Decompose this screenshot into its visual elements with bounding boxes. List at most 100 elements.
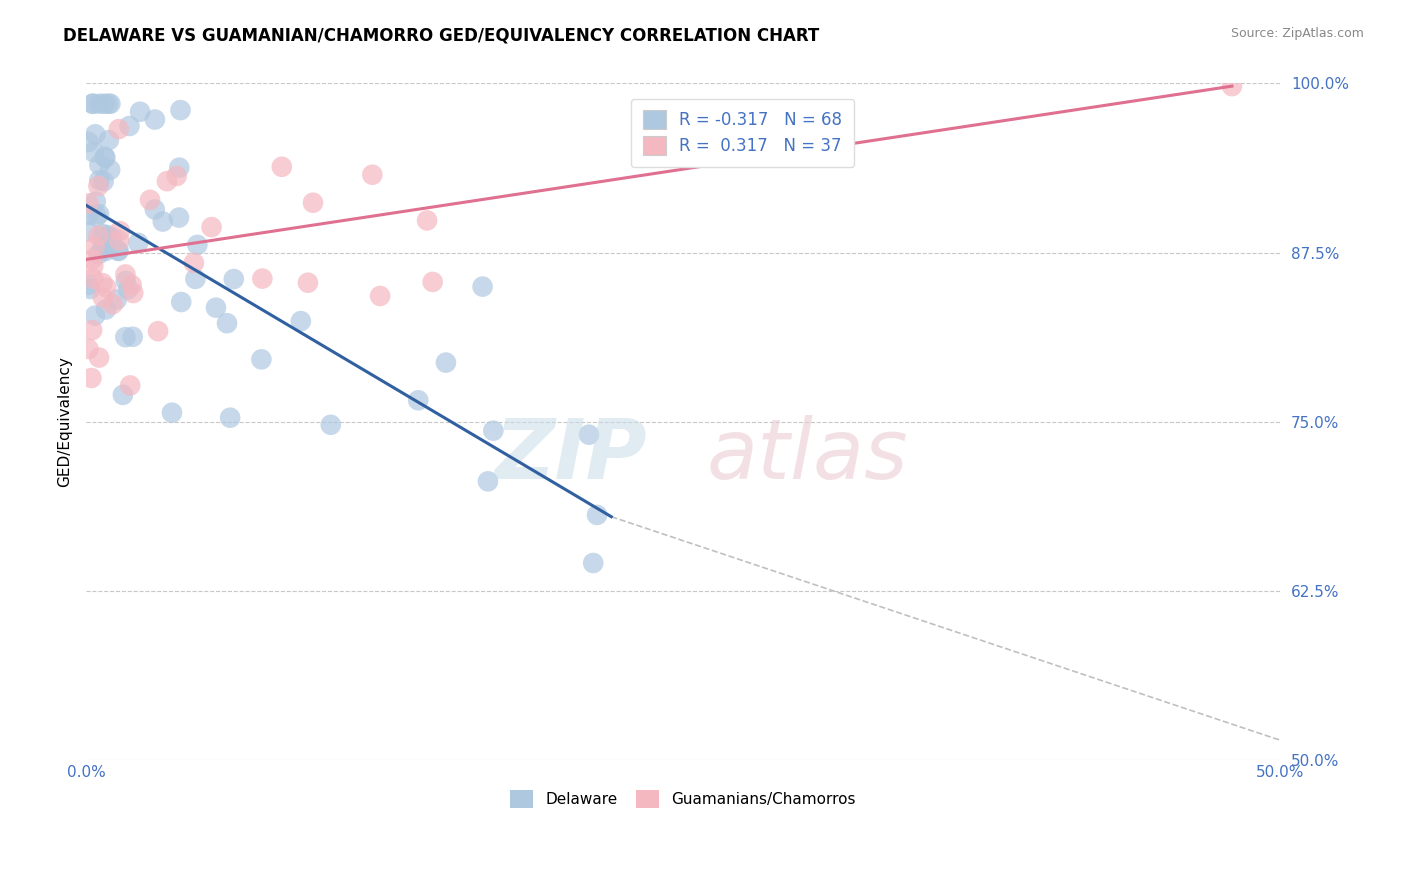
- Point: [94, 302, 117, 317]
- Point: [205, 301, 228, 315]
- Point: [91, 276, 114, 290]
- Point: [361, 168, 384, 182]
- Point: [107, 244, 129, 258]
- Point: [83, 239, 105, 253]
- Point: [114, 268, 136, 282]
- Point: [82, 271, 104, 285]
- Point: [84, 128, 107, 142]
- Point: [156, 174, 179, 188]
- Point: [87, 351, 110, 365]
- Point: [122, 286, 145, 301]
- Point: [1220, 79, 1243, 94]
- Point: [222, 272, 245, 286]
- Point: [82, 323, 104, 337]
- Point: [77, 278, 100, 293]
- Point: [368, 289, 391, 303]
- Point: [77, 225, 100, 239]
- Point: [422, 275, 444, 289]
- Point: [82, 96, 104, 111]
- Point: [319, 417, 342, 432]
- Point: [160, 406, 183, 420]
- Point: [101, 231, 124, 245]
- Point: [139, 193, 162, 207]
- Point: [129, 104, 152, 119]
- Point: [93, 96, 115, 111]
- Point: [84, 194, 107, 209]
- Point: [127, 235, 149, 250]
- Point: [219, 410, 242, 425]
- Point: [97, 96, 120, 111]
- Point: [108, 233, 131, 247]
- Point: [416, 213, 439, 227]
- Point: [97, 133, 120, 147]
- Point: [108, 224, 131, 238]
- Point: [118, 119, 141, 133]
- Point: [120, 378, 142, 392]
- Point: [250, 352, 273, 367]
- Point: [101, 297, 124, 311]
- Point: [166, 169, 188, 183]
- Point: [77, 208, 100, 222]
- Point: [107, 244, 129, 258]
- Point: [297, 276, 319, 290]
- Point: [79, 282, 101, 296]
- Point: [86, 210, 108, 224]
- Point: [290, 314, 312, 328]
- Text: DELAWARE VS GUAMANIAN/CHAMORRO GED/EQUIVALENCY CORRELATION CHART: DELAWARE VS GUAMANIAN/CHAMORRO GED/EQUIV…: [63, 27, 820, 45]
- Legend: Delaware, Guamanians/Chamorros: Delaware, Guamanians/Chamorros: [505, 784, 862, 814]
- Point: [252, 271, 274, 285]
- Text: Source: ZipAtlas.com: Source: ZipAtlas.com: [1230, 27, 1364, 40]
- Point: [183, 256, 205, 270]
- Point: [215, 316, 238, 330]
- Point: [93, 174, 115, 188]
- Point: [87, 228, 110, 243]
- Point: [167, 211, 190, 225]
- Point: [114, 274, 136, 288]
- Point: [98, 162, 121, 177]
- Point: [94, 244, 117, 258]
- Point: [91, 227, 114, 242]
- Point: [146, 324, 169, 338]
- Point: [82, 96, 104, 111]
- Point: [96, 280, 118, 294]
- Point: [482, 424, 505, 438]
- Point: [82, 252, 104, 267]
- Point: [114, 330, 136, 344]
- Point: [586, 508, 609, 522]
- Point: [184, 272, 207, 286]
- Point: [143, 112, 166, 127]
- Point: [152, 214, 174, 228]
- Point: [77, 135, 100, 149]
- Point: [93, 238, 115, 252]
- Point: [87, 207, 110, 221]
- Point: [121, 277, 143, 292]
- Point: [111, 388, 134, 402]
- Point: [87, 179, 110, 194]
- Point: [89, 96, 111, 111]
- Point: [83, 145, 105, 160]
- Point: [100, 96, 122, 111]
- Point: [406, 393, 429, 408]
- Point: [82, 259, 104, 273]
- Point: [434, 355, 457, 369]
- Point: [169, 161, 191, 175]
- Point: [578, 427, 600, 442]
- Point: [94, 151, 117, 165]
- Point: [117, 282, 139, 296]
- Point: [89, 158, 111, 172]
- Y-axis label: GED/Equivalency: GED/Equivalency: [58, 357, 72, 487]
- Point: [93, 150, 115, 164]
- Point: [91, 291, 114, 305]
- Point: [84, 309, 107, 323]
- Point: [582, 556, 605, 570]
- Point: [121, 330, 143, 344]
- Point: [143, 202, 166, 217]
- Point: [105, 293, 128, 307]
- Point: [302, 195, 325, 210]
- Point: [170, 295, 193, 310]
- Point: [77, 196, 100, 211]
- Text: ZIP: ZIP: [495, 416, 647, 496]
- Point: [477, 475, 499, 489]
- Point: [80, 371, 103, 385]
- Point: [91, 241, 114, 255]
